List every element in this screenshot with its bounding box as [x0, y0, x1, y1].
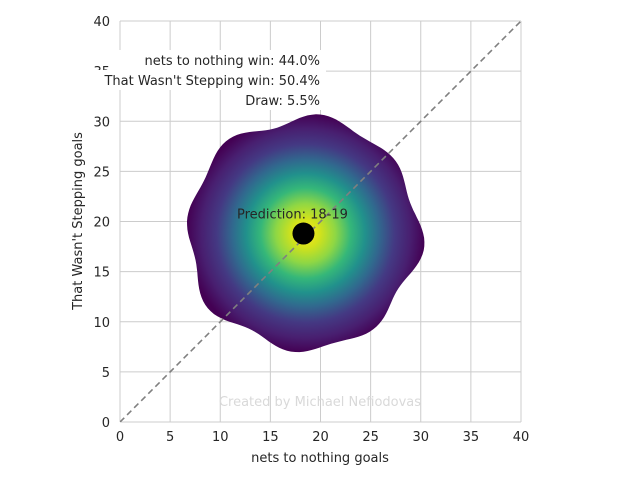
x-tick-label: 30 [412, 430, 429, 445]
x-tick-label: 40 [513, 430, 530, 445]
outcome-label: That Wasn't Stepping win: 50.4% [103, 74, 320, 89]
y-axis-label: That Wasn't Stepping goals [71, 132, 86, 311]
x-tick-label: 10 [212, 430, 229, 445]
watermark: Created by Michael Nefiodovas [219, 395, 421, 410]
y-tick-label: 20 [93, 216, 110, 231]
prediction-point [292, 222, 315, 245]
y-tick-label: 10 [93, 316, 110, 331]
y-tick-label: 30 [93, 115, 110, 130]
x-tick-label: 0 [116, 430, 124, 445]
x-tick-label: 20 [312, 430, 329, 445]
diagonal-dashed-line [120, 21, 521, 422]
outcome-label: nets to nothing win: 44.0% [145, 54, 320, 69]
x-axis-label: nets to nothing goals [251, 451, 389, 466]
outcome-label-bg [235, 90, 326, 110]
prediction-marker-group: Prediction: 18-19 [237, 208, 348, 245]
outcome-label-bg [108, 50, 326, 70]
x-tick-label: 35 [463, 430, 480, 445]
y-tick-label: 0 [102, 416, 110, 431]
prediction-label: Prediction: 18-19 [237, 208, 348, 223]
y-tick-label: 40 [93, 15, 110, 30]
y-tick-label: 5 [102, 366, 110, 381]
outcome-label-bg [69, 70, 326, 90]
x-tick-label: 15 [262, 430, 279, 445]
x-axis-ticks: 0 5 10 15 20 25 30 35 40 [116, 430, 529, 445]
diagonal-line [120, 21, 521, 422]
outcome-label: Draw: 5.5% [245, 94, 320, 109]
outcome-probabilities: nets to nothing win: 44.0% That Wasn't St… [69, 50, 326, 110]
x-tick-label: 5 [166, 430, 174, 445]
x-tick-label: 25 [362, 430, 379, 445]
y-tick-label: 15 [93, 266, 110, 281]
y-tick-label: 25 [93, 165, 110, 180]
